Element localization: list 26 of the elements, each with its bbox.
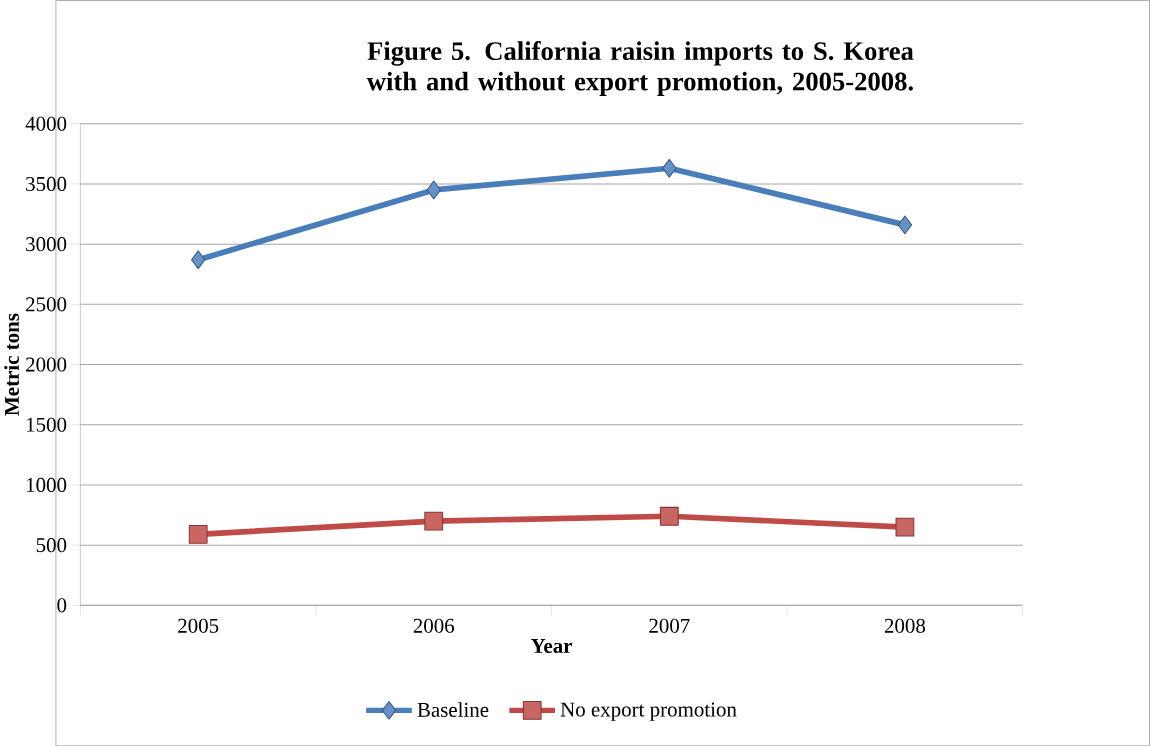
y-tick-label: 3500 <box>26 176 67 191</box>
y-tick-label: 1500 <box>26 417 67 432</box>
y-axis-title: Metric tons <box>4 313 19 416</box>
point <box>424 511 444 531</box>
point <box>895 517 915 537</box>
x-tick-label: 2006 <box>413 618 455 633</box>
y-tick-label: 500 <box>36 537 67 553</box>
x-tick-label: 2007 <box>649 618 690 633</box>
point <box>897 215 913 235</box>
y-tick-label: 2500 <box>26 297 67 312</box>
y-tick-label: 2000 <box>26 357 67 372</box>
legend-label: Baseline <box>417 702 489 717</box>
legend-label: No export promotion <box>560 702 737 721</box>
x-tick-label: 2008 <box>884 618 926 633</box>
x-axis-title: Year <box>530 638 573 653</box>
point <box>659 506 679 526</box>
chart-title: Figure 5. California raisin imports to S. Korea with and without export promotion, 2005-2008. <box>366 40 914 96</box>
point <box>188 524 208 544</box>
y-tick-label: 0 <box>57 598 67 613</box>
point <box>662 158 677 178</box>
y-tick-label: 4000 <box>25 116 67 131</box>
x-tick-label: 2005 <box>178 618 219 633</box>
point <box>191 250 206 270</box>
y-tick-label: 3000 <box>26 236 67 252</box>
y-tick-label: 1000 <box>26 477 67 492</box>
point <box>426 180 441 200</box>
